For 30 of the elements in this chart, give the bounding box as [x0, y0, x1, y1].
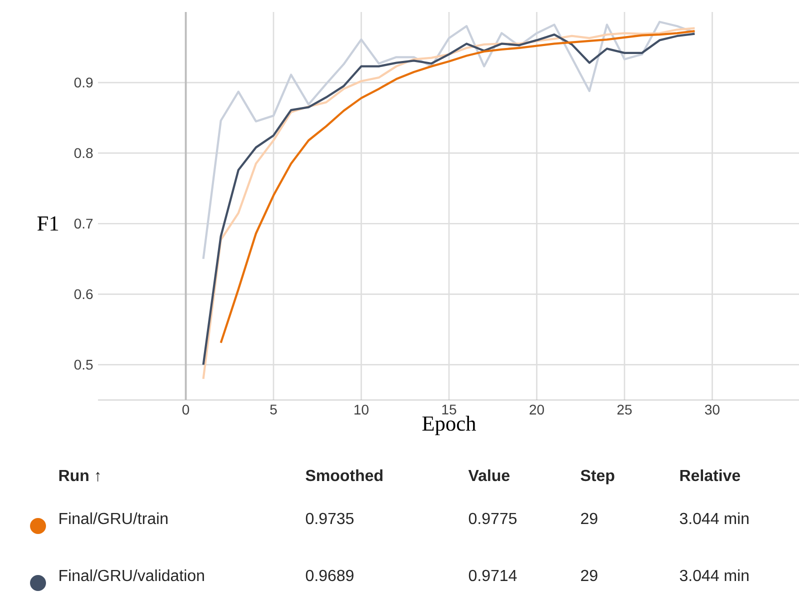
- y-tick-label: 0.5: [74, 360, 93, 370]
- x-axis-title: Epoch: [422, 416, 476, 436]
- x-tick-label: 30: [704, 404, 720, 415]
- line-series: [202, 20, 696, 260]
- x-tick-label: 20: [530, 404, 544, 415]
- legend-label: Final/GRU/train: [60, 512, 168, 524]
- x-tick-label: 0: [182, 404, 190, 415]
- x-tick-label: 10: [354, 404, 368, 415]
- x-tick-label: 25: [617, 404, 632, 415]
- y-tick-label: 0.8: [74, 148, 93, 158]
- text: Relative: [680, 469, 740, 482]
- legend-label: Final/GRU/validation: [60, 569, 204, 582]
- y-tick-label: 0.6: [74, 289, 93, 300]
- y-axis-title: F1: [37, 216, 58, 230]
- text: 0.9689: [306, 570, 354, 582]
- text: 3.044 min: [680, 512, 748, 524]
- x-tick-label: 15: [442, 404, 456, 414]
- text: 0.9735: [306, 512, 354, 524]
- text: 29: [581, 570, 598, 582]
- text: Run ↑: [59, 470, 100, 482]
- y-tick-label: 0.9: [74, 78, 93, 88]
- text: 0.9775: [468, 512, 517, 524]
- x-tick-label: 5: [270, 404, 277, 414]
- text: Value: [468, 469, 510, 482]
- text: 3.044 min: [680, 569, 748, 582]
- y-tick-label: 0.7: [74, 218, 93, 229]
- text: 0.9714: [468, 570, 517, 582]
- text: Step: [580, 470, 614, 484]
- text: 29: [581, 512, 598, 524]
- text: Smoothed: [306, 469, 382, 482]
